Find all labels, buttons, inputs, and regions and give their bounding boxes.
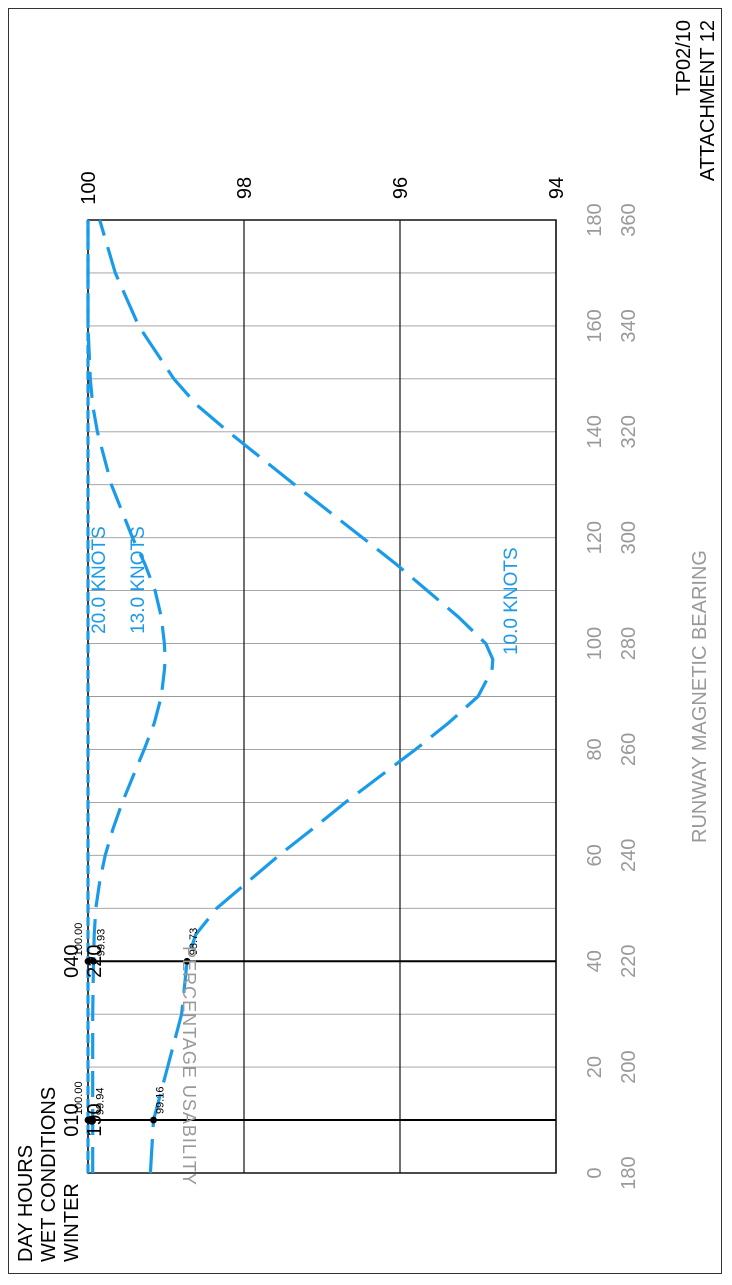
- x-tick-label-secondary-320: 320: [618, 415, 640, 448]
- series-label-2: 13.0 KNOTS: [128, 526, 149, 634]
- series-label-3: 10.0 KNOTS: [501, 547, 522, 655]
- marker-value-label-010-3: 99.16: [155, 1087, 167, 1115]
- x-tick-label-primary-160: 160: [584, 309, 606, 342]
- x-tick-label-secondary-220: 220: [618, 945, 640, 978]
- x-tick-label-primary-80: 80: [584, 738, 606, 760]
- x-tick-label-primary-100: 100: [584, 627, 606, 660]
- series-label-1: 20.0 KNOTS: [89, 526, 110, 634]
- x-tick-label-primary-180: 180: [584, 203, 606, 236]
- conditions-line2: WET CONDITIONS: [38, 1087, 60, 1262]
- x-tick-label-secondary-340: 340: [618, 309, 640, 342]
- conditions-line3: WINTER: [61, 1183, 83, 1262]
- x-tick-label-secondary-260: 260: [618, 733, 640, 766]
- y-tick-label-94: 94: [546, 177, 568, 199]
- x-tick-label-primary-60: 60: [584, 844, 606, 866]
- x-tick-label-primary-40: 40: [584, 950, 606, 972]
- y-tick-label-98: 98: [234, 177, 256, 199]
- x-tick-label-secondary-240: 240: [618, 839, 640, 872]
- x-tick-label-secondary-280: 280: [618, 627, 640, 660]
- y-tick-label-96: 96: [390, 177, 412, 199]
- marker-label-top-040: 040: [61, 945, 83, 978]
- x-tick-label-primary-120: 120: [584, 521, 606, 554]
- x-tick-label-secondary-360: 360: [618, 203, 640, 236]
- grid-layer: [88, 220, 556, 1173]
- x-tick-label-primary-20: 20: [584, 1056, 606, 1078]
- y-tick-label-100: 100: [78, 171, 100, 204]
- x-tick-label-primary-0: 0: [584, 1167, 606, 1178]
- conditions-line1: DAY HOURS: [15, 1145, 37, 1262]
- marker-label-top-010: 010: [61, 1103, 83, 1136]
- x-tick-label-secondary-300: 300: [618, 521, 640, 554]
- marker-label-bottom-040: 220: [84, 945, 106, 978]
- header-attachment: ATTACHMENT 12: [697, 20, 719, 181]
- header-doc-ref: TP02/10: [673, 20, 695, 96]
- y-axis-title: PERCENTAGE USABILITY: [179, 946, 199, 1186]
- x-tick-label-secondary-180: 180: [618, 1156, 640, 1189]
- marker-label-bottom-010: 190: [84, 1103, 106, 1136]
- x-axis-title: RUNWAY MAGNETIC BEARING: [689, 550, 711, 843]
- marker-dot-010-3: [150, 1117, 157, 1124]
- x-tick-label-secondary-200: 200: [618, 1050, 640, 1083]
- x-tick-label-primary-140: 140: [584, 415, 606, 448]
